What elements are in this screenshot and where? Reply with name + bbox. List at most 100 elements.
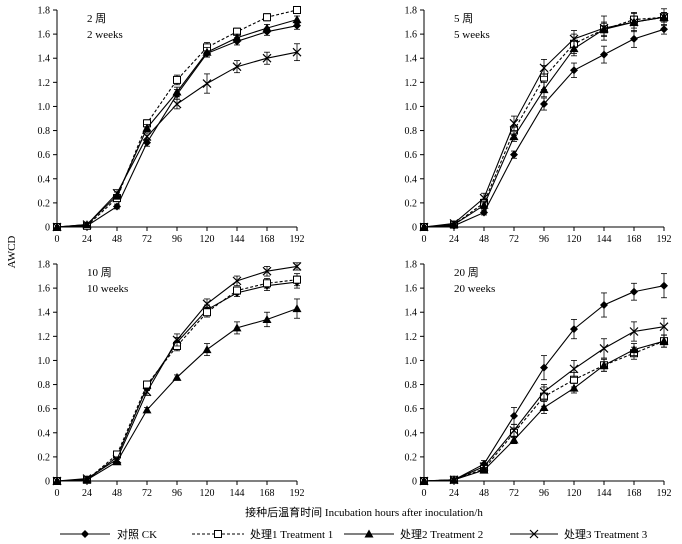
series-treatment-2	[52, 15, 302, 231]
marker-ck	[600, 50, 608, 59]
y-tick-label: 0.2	[38, 452, 51, 463]
marker-treatment-3	[479, 193, 489, 203]
series-line-treatment-3	[423, 16, 665, 228]
y-tick-label: 1.0	[405, 356, 418, 367]
x-tick-label: 24	[449, 488, 459, 499]
y-tick-label: 1.4	[38, 54, 51, 65]
series-ck	[420, 24, 668, 231]
marker-treatment-3	[479, 462, 489, 471]
y-tick-label: 0.4	[38, 174, 51, 185]
marker-treatment-3	[629, 327, 639, 336]
series-line-treatment-1	[423, 16, 665, 228]
marker-treatment-3	[172, 335, 182, 345]
marker-treatment-2	[232, 323, 242, 332]
legend-item-treatment-1: 处理1 Treatment 1	[192, 528, 333, 541]
marker-treatment-3	[569, 34, 579, 44]
x-tick-label: 144	[597, 488, 612, 499]
legend-item-ck: 对照 CK	[60, 527, 157, 541]
panel-3: 0 0.2 0.4 0.6 0.8 1.0 1.2 1.4 1.6 1.8 0 24 48 72 96 120…	[38, 260, 305, 500]
panel-title-cn: 20 周	[454, 266, 479, 279]
marker-treatment-3	[112, 188, 122, 198]
marker-treatment-3	[659, 12, 669, 22]
marker-treatment-2	[539, 85, 549, 94]
marker-treatment-3	[569, 364, 579, 374]
x-tick-label: 144	[597, 234, 612, 245]
marker-ck	[480, 208, 488, 217]
marker-treatment-3	[262, 53, 272, 63]
marker-treatment-3	[112, 454, 122, 464]
y-tick-label: 0.2	[38, 198, 51, 209]
y-tick-label: 1.8	[38, 260, 51, 271]
marker-treatment-2	[292, 15, 302, 24]
marker-ck	[540, 100, 548, 109]
panel-title-cn: 2 周	[87, 12, 106, 25]
marker-treatment-2	[202, 345, 212, 354]
marker-treatment-2	[172, 87, 182, 96]
x-tick-label: 192	[290, 488, 305, 499]
marker-treatment-1	[263, 13, 271, 22]
x-tick-label: 120	[567, 488, 582, 499]
marker-treatment-2	[479, 200, 489, 209]
series-line-ck	[56, 25, 298, 228]
marker-treatment-2	[599, 360, 609, 369]
marker-treatment-3	[599, 23, 609, 33]
x-tick-label: 144	[230, 234, 245, 245]
series-treatment-2	[52, 298, 302, 485]
y-tick-label: 0.8	[38, 126, 51, 137]
marker-ck	[660, 281, 668, 290]
series-line-ck	[423, 285, 665, 482]
marker-treatment-3	[52, 222, 62, 232]
y-tick-label: 1.2	[405, 78, 418, 89]
marker-treatment-2	[262, 314, 272, 323]
marker-treatment-3	[172, 99, 182, 109]
y-axis-title: AWCD	[6, 236, 18, 269]
marker-treatment-2	[509, 435, 519, 444]
series-treatment-3	[419, 8, 669, 232]
y-tick-label: 0	[412, 477, 417, 488]
x-tick-label: 120	[567, 234, 582, 245]
legend-item-treatment-3: 处理3 Treatment 3	[510, 528, 648, 541]
x-tick-label: 120	[200, 234, 215, 245]
marker-treatment-3	[292, 47, 302, 57]
marker-treatment-3	[419, 222, 429, 232]
y-tick-label: 0.6	[38, 404, 51, 415]
y-tick-label: 0.4	[38, 428, 51, 439]
x-tick-label: 0	[55, 234, 60, 245]
x-tick-label: 192	[290, 234, 305, 245]
y-tick-label: 1.6	[38, 284, 51, 295]
marker-treatment-3	[449, 218, 459, 228]
marker-treatment-3	[539, 387, 549, 397]
x-tick-label: 48	[479, 488, 489, 499]
y-tick-label: 1.4	[405, 54, 418, 65]
marker-treatment-2	[569, 44, 579, 53]
marker-ck	[630, 287, 638, 296]
legend-marker-treatment-1	[214, 530, 222, 538]
marker-treatment-3	[52, 476, 62, 486]
marker-treatment-1	[293, 275, 301, 284]
marker-treatment-2	[202, 47, 212, 56]
y-tick-label: 0.6	[38, 150, 51, 161]
marker-treatment-3	[142, 132, 152, 142]
y-tick-label: 0.2	[405, 198, 418, 209]
marker-treatment-1	[173, 75, 181, 84]
marker-treatment-1	[293, 6, 301, 14]
legend-label-ck: 对照 CK	[117, 527, 157, 541]
y-tick-label: 0.6	[405, 404, 418, 415]
y-tick-label: 1.6	[405, 30, 418, 41]
y-tick-label: 1.6	[38, 30, 51, 41]
marker-treatment-3	[232, 62, 242, 72]
x-tick-label: 72	[142, 234, 152, 245]
y-tick-label: 1.6	[405, 284, 418, 295]
y-tick-label: 1.4	[405, 308, 418, 319]
x-tick-label: 48	[112, 234, 122, 245]
x-tick-label: 0	[422, 488, 427, 499]
marker-treatment-1	[203, 308, 211, 317]
legend-marker-treatment-3	[529, 529, 539, 539]
y-tick-label: 0.8	[405, 380, 418, 391]
series-treatment-1	[420, 12, 668, 231]
marker-ck	[660, 25, 668, 34]
marker-ck	[510, 150, 518, 159]
marker-treatment-2	[142, 405, 152, 414]
x-tick-label: 168	[260, 488, 275, 499]
marker-treatment-3	[262, 266, 272, 276]
